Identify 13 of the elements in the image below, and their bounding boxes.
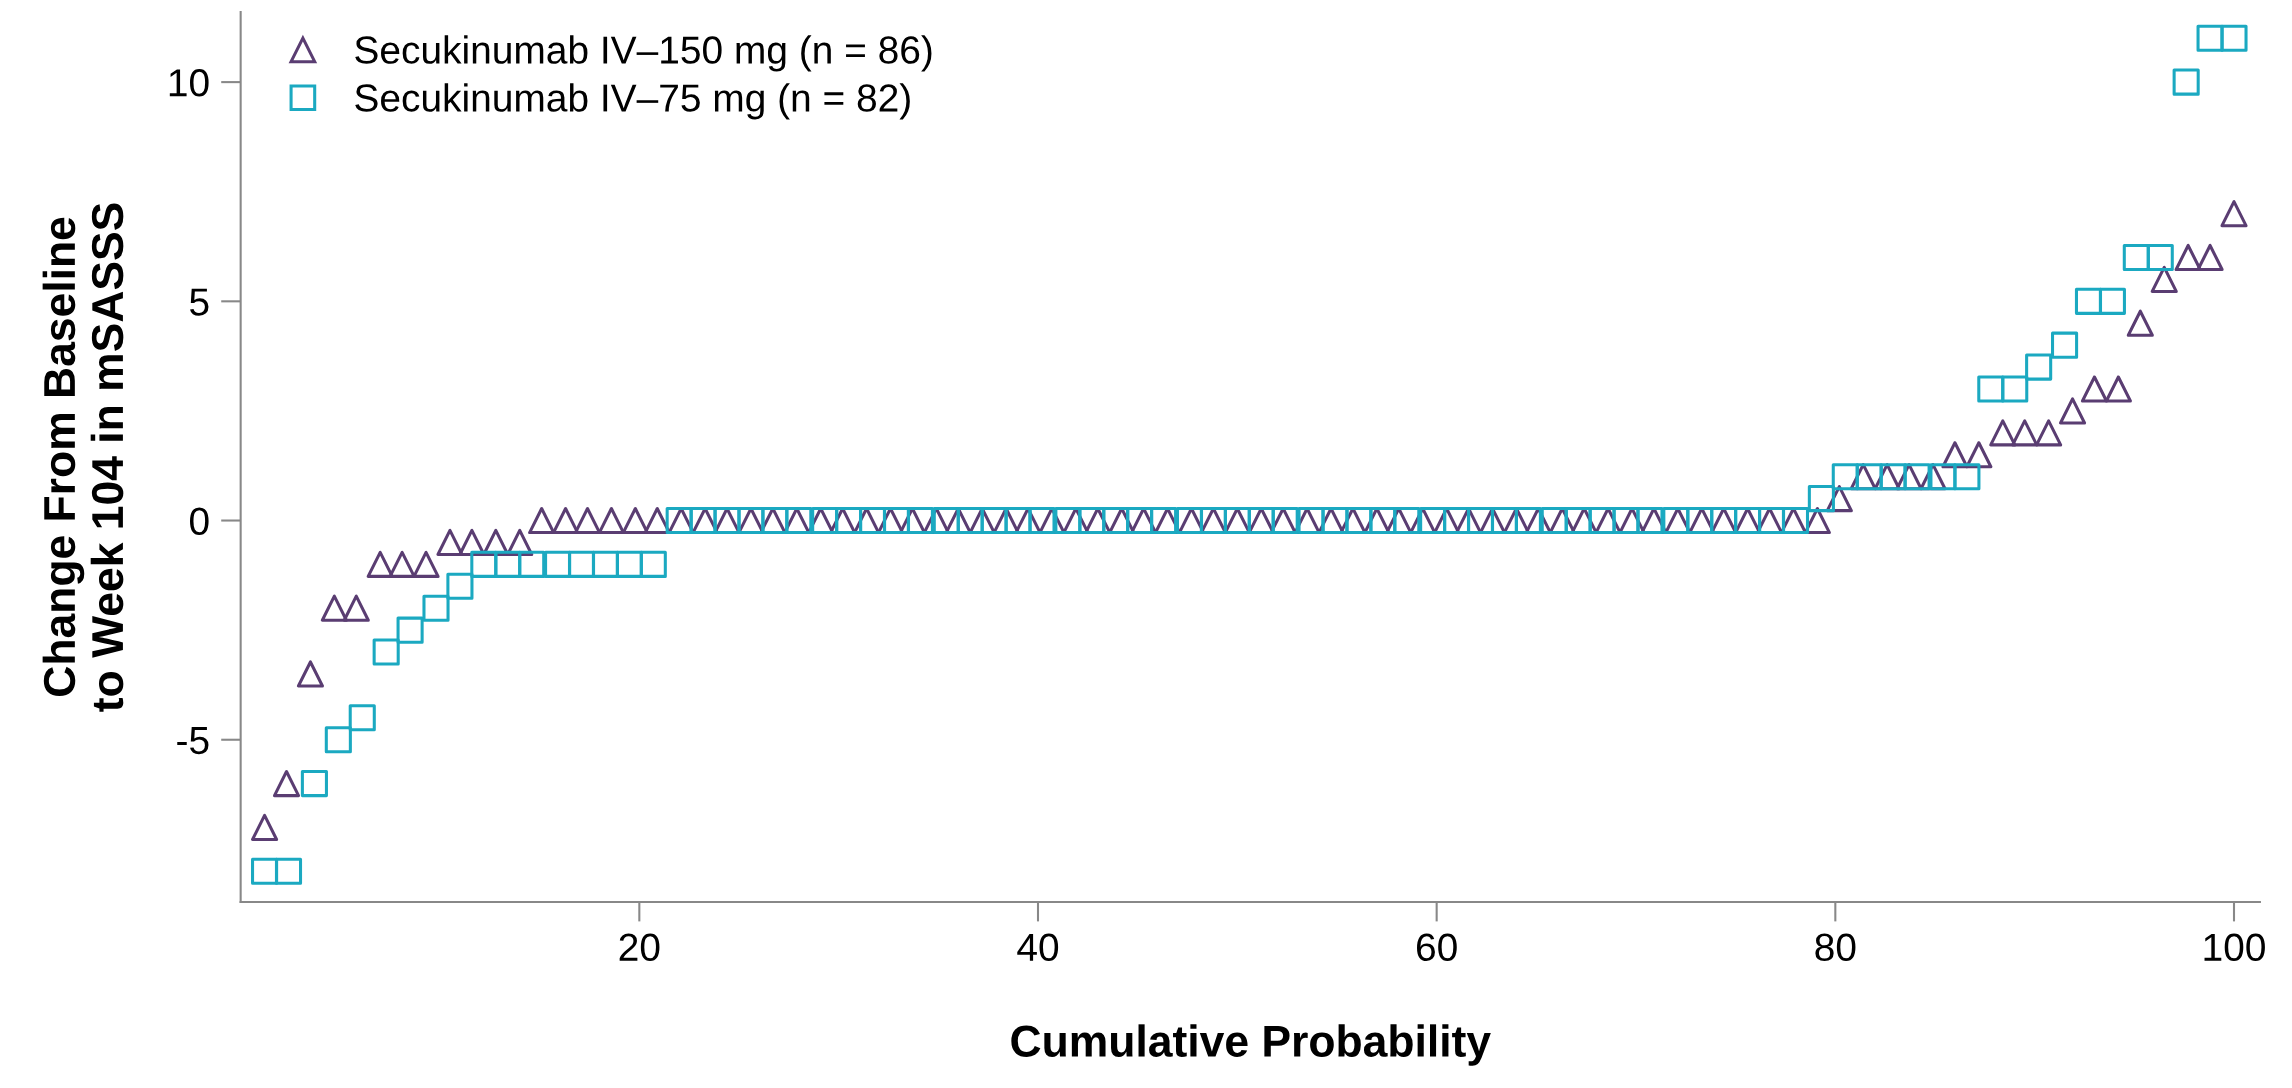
- x-tick-label: 100: [2204, 933, 2265, 962]
- y-tick-label: 5: [190, 288, 209, 316]
- x-tick-label: 20: [619, 933, 660, 962]
- x-axis-title: Cumulative Probability: [1011, 1024, 1491, 1066]
- x-tick-label: 60: [1417, 933, 1457, 962]
- y-tick-label: 0: [190, 507, 209, 535]
- legend-label: Secukinumab IV–75 mg (n = 82): [355, 83, 910, 120]
- y-tick-label: -5: [177, 727, 209, 755]
- y-axis-title: Change From Baseline to Week 104 in mSASSS: [42, 203, 124, 712]
- x-tick-label: 40: [1017, 933, 1059, 962]
- y-tick-label: 10: [169, 69, 209, 97]
- legend-label: Secukinumab IV–150 mg (n = 86): [355, 35, 932, 72]
- x-tick-label: 80: [1815, 933, 1856, 962]
